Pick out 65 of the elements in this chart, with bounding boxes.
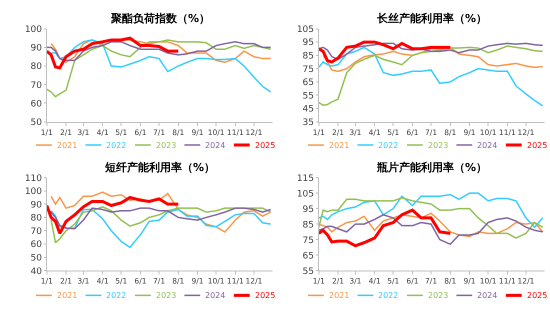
y-tick-label: 60 [30, 240, 42, 250]
legend-label: 2021 [329, 291, 350, 300]
text: 2021 [329, 141, 350, 150]
legend-label: 2021 [57, 291, 78, 300]
y-tick-label: 115 [296, 174, 314, 184]
legend-label: 2024 [477, 291, 498, 300]
y-tick-label: 70 [30, 226, 42, 237]
y-tick-label: 65 [302, 251, 314, 262]
chart-title: 长丝产能利用率（%） [376, 12, 488, 25]
y-tick-label: 55 [302, 266, 314, 277]
y-tick-label: 80 [30, 214, 42, 224]
text: 2023 [428, 291, 448, 300]
line-series [318, 192, 544, 228]
legend-label: 2024 [205, 141, 226, 150]
line-series [318, 212, 544, 238]
y-tick-label: 100 [24, 24, 42, 35]
text: 2022 [378, 291, 398, 300]
legend-label: 2025 [255, 141, 276, 150]
y-tick-label: 40 [30, 266, 42, 277]
y-tick-label: 95 [302, 204, 314, 215]
y-tick-label: 105 [296, 189, 314, 200]
text: 2024 [205, 291, 226, 300]
line-series [46, 196, 180, 235]
legend-label: 2023 [156, 141, 176, 150]
y-tick-label: 70 [30, 80, 42, 91]
y-tick-label: 50 [30, 118, 42, 128]
legend-label: 2023 [156, 291, 176, 300]
line-series [50, 191, 272, 233]
line-series [318, 42, 544, 60]
chart-title: 聚酯负荷指数（%） [110, 12, 210, 25]
legend-label: 2022 [378, 141, 398, 150]
legend-label: 2023 [428, 141, 448, 150]
y-tick-label: 90 [30, 44, 42, 54]
y-tick-label: 55 [302, 91, 314, 102]
line-series [318, 208, 452, 248]
line-series [318, 214, 544, 245]
y-tick-label: 80 [30, 62, 42, 72]
y-tick-label: 90 [30, 200, 42, 210]
line-series [318, 197, 544, 239]
legend-label: 2025 [527, 141, 548, 150]
y-tick-label: 45 [302, 104, 314, 115]
y-tick-label: 110 [24, 174, 42, 184]
legend-label: 2025 [527, 291, 548, 300]
line-series [46, 36, 180, 70]
chart-title: 短纤产能利用率（%） [104, 161, 216, 174]
legend-label: 2022 [106, 141, 126, 150]
y-tick-label: 60 [30, 99, 42, 110]
legend-label: 2025 [255, 291, 276, 300]
y-tick-label: 85 [302, 52, 314, 62]
legend-label: 2024 [477, 141, 498, 150]
y-tick-label: 95 [302, 38, 314, 48]
y-tick-label: 100 [24, 187, 42, 198]
y-tick-label: 50 [30, 253, 42, 264]
y-tick-label: 35 [302, 118, 314, 128]
y-tick-label: 105 [296, 24, 314, 35]
line-series [46, 41, 272, 62]
y-tick-label: 85 [302, 220, 314, 230]
chart-title: 瓶片产能利用率（%） [376, 161, 488, 174]
legend-label: 2022 [106, 291, 126, 300]
line-series [318, 40, 452, 64]
y-tick-label: 65 [302, 78, 314, 88]
y-tick-label: 75 [302, 64, 314, 75]
line-series [322, 46, 544, 72]
y-tick-label: 75 [302, 236, 314, 246]
legend-label: 2021 [57, 141, 78, 150]
